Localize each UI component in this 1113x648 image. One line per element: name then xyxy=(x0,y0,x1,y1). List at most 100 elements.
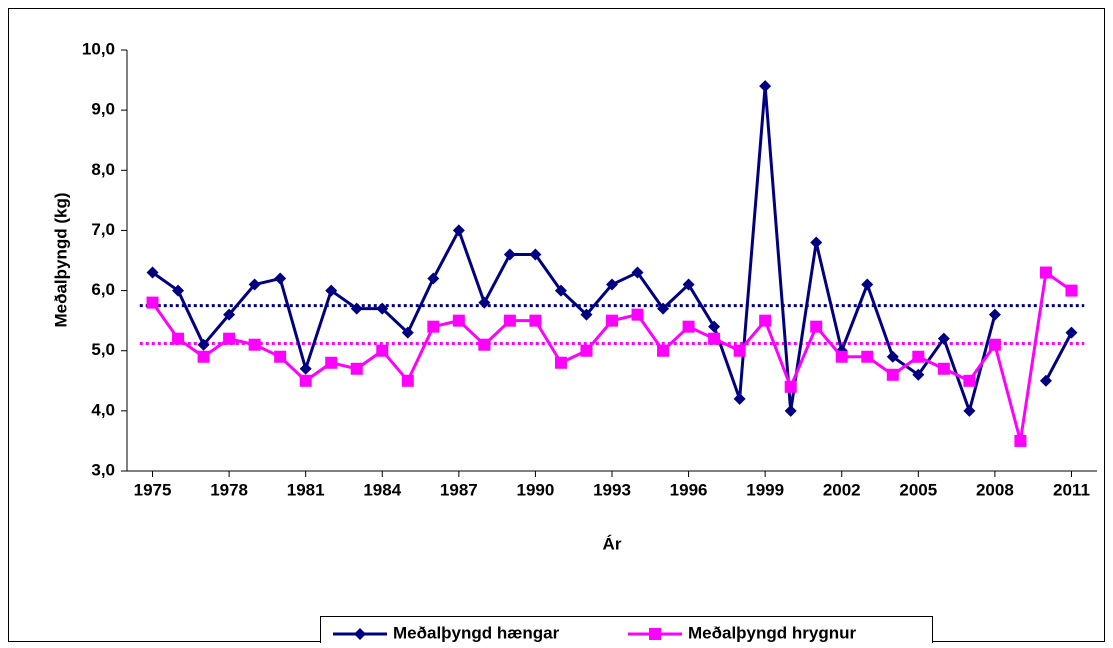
marker xyxy=(172,332,185,345)
marker xyxy=(146,296,159,309)
marker xyxy=(631,308,644,321)
marker xyxy=(350,302,363,315)
marker xyxy=(452,224,465,237)
marker xyxy=(708,332,721,345)
marker xyxy=(810,320,823,333)
marker xyxy=(733,392,746,405)
x-tick-label: 1978 xyxy=(210,480,248,499)
marker xyxy=(912,350,925,363)
marker xyxy=(248,338,261,351)
marker xyxy=(248,278,261,291)
marker xyxy=(963,374,976,387)
x-tick-label: 1993 xyxy=(593,480,631,499)
marker xyxy=(274,272,287,285)
marker xyxy=(401,374,414,387)
marker xyxy=(554,356,567,369)
marker xyxy=(427,320,440,333)
marker xyxy=(886,350,899,363)
marker xyxy=(708,320,721,333)
legend-label: Meðalþyngd hængar xyxy=(393,623,560,642)
series-line xyxy=(151,84,1073,413)
marker xyxy=(682,320,695,333)
marker xyxy=(733,344,746,357)
marker xyxy=(759,314,772,327)
marker xyxy=(631,266,644,279)
x-tick-label: 1987 xyxy=(440,480,478,499)
marker xyxy=(452,314,465,327)
x-tick-label: 2008 xyxy=(976,480,1014,499)
marker xyxy=(784,404,797,417)
marker xyxy=(657,344,670,357)
x-tick-label: 1999 xyxy=(746,480,784,499)
marker xyxy=(554,284,567,297)
marker xyxy=(299,374,312,387)
y-tick-label: 7,0 xyxy=(91,220,115,239)
marker xyxy=(963,404,976,417)
marker xyxy=(937,362,950,375)
marker xyxy=(937,332,950,345)
y-tick-label: 10,0 xyxy=(82,39,115,58)
y-tick-label: 8,0 xyxy=(91,160,115,179)
marker xyxy=(580,344,593,357)
marker xyxy=(912,368,925,381)
marker xyxy=(274,350,287,363)
marker xyxy=(606,278,618,291)
marker xyxy=(299,362,312,375)
marker xyxy=(988,308,1001,321)
marker xyxy=(478,296,491,309)
x-tick-label: 1996 xyxy=(670,480,708,499)
marker xyxy=(657,302,670,315)
marker xyxy=(376,302,389,315)
y-tick-label: 6,0 xyxy=(91,280,115,299)
marker xyxy=(478,338,491,351)
legend-marker xyxy=(649,628,661,640)
marker xyxy=(1039,374,1052,387)
marker xyxy=(784,380,797,393)
marker xyxy=(835,350,848,363)
marker xyxy=(146,266,159,279)
marker xyxy=(1065,284,1078,297)
marker xyxy=(886,368,899,381)
marker xyxy=(759,80,772,93)
marker xyxy=(401,326,414,339)
marker xyxy=(682,278,695,291)
y-tick-label: 3,0 xyxy=(91,460,115,479)
marker xyxy=(376,344,389,357)
marker xyxy=(325,356,338,369)
x-tick-label: 2002 xyxy=(823,480,861,499)
marker xyxy=(223,308,236,321)
y-tick-label: 5,0 xyxy=(91,340,115,359)
marker xyxy=(503,314,516,327)
y-axis-label: Meðalþyngd (kg) xyxy=(51,192,70,327)
x-axis-label: Ár xyxy=(603,534,622,553)
legend-marker xyxy=(354,628,366,640)
y-tick-label: 4,0 xyxy=(91,400,115,419)
marker xyxy=(529,248,542,261)
marker xyxy=(350,362,363,375)
y-tick-label: 9,0 xyxy=(91,100,115,119)
marker xyxy=(197,338,210,351)
x-tick-label: 2011 xyxy=(1053,480,1090,499)
x-tick-label: 1981 xyxy=(287,480,325,499)
marker xyxy=(580,308,593,321)
x-tick-label: 2005 xyxy=(899,480,937,499)
x-tick-label: 1984 xyxy=(363,480,401,499)
marker xyxy=(197,350,210,363)
marker xyxy=(223,332,236,345)
marker xyxy=(606,314,618,327)
x-tick-label: 1990 xyxy=(517,480,555,499)
marker xyxy=(861,350,874,363)
chart-border xyxy=(8,8,1105,642)
marker xyxy=(529,314,542,327)
marker xyxy=(325,284,338,297)
legend-label: Meðalþyngd hrygnur xyxy=(688,623,857,642)
marker xyxy=(810,236,823,249)
marker xyxy=(172,284,185,297)
marker xyxy=(427,272,440,285)
marker xyxy=(861,278,874,291)
marker xyxy=(1014,434,1027,447)
x-tick-label: 1975 xyxy=(134,480,172,499)
marker xyxy=(503,248,516,261)
marker xyxy=(988,338,1001,351)
